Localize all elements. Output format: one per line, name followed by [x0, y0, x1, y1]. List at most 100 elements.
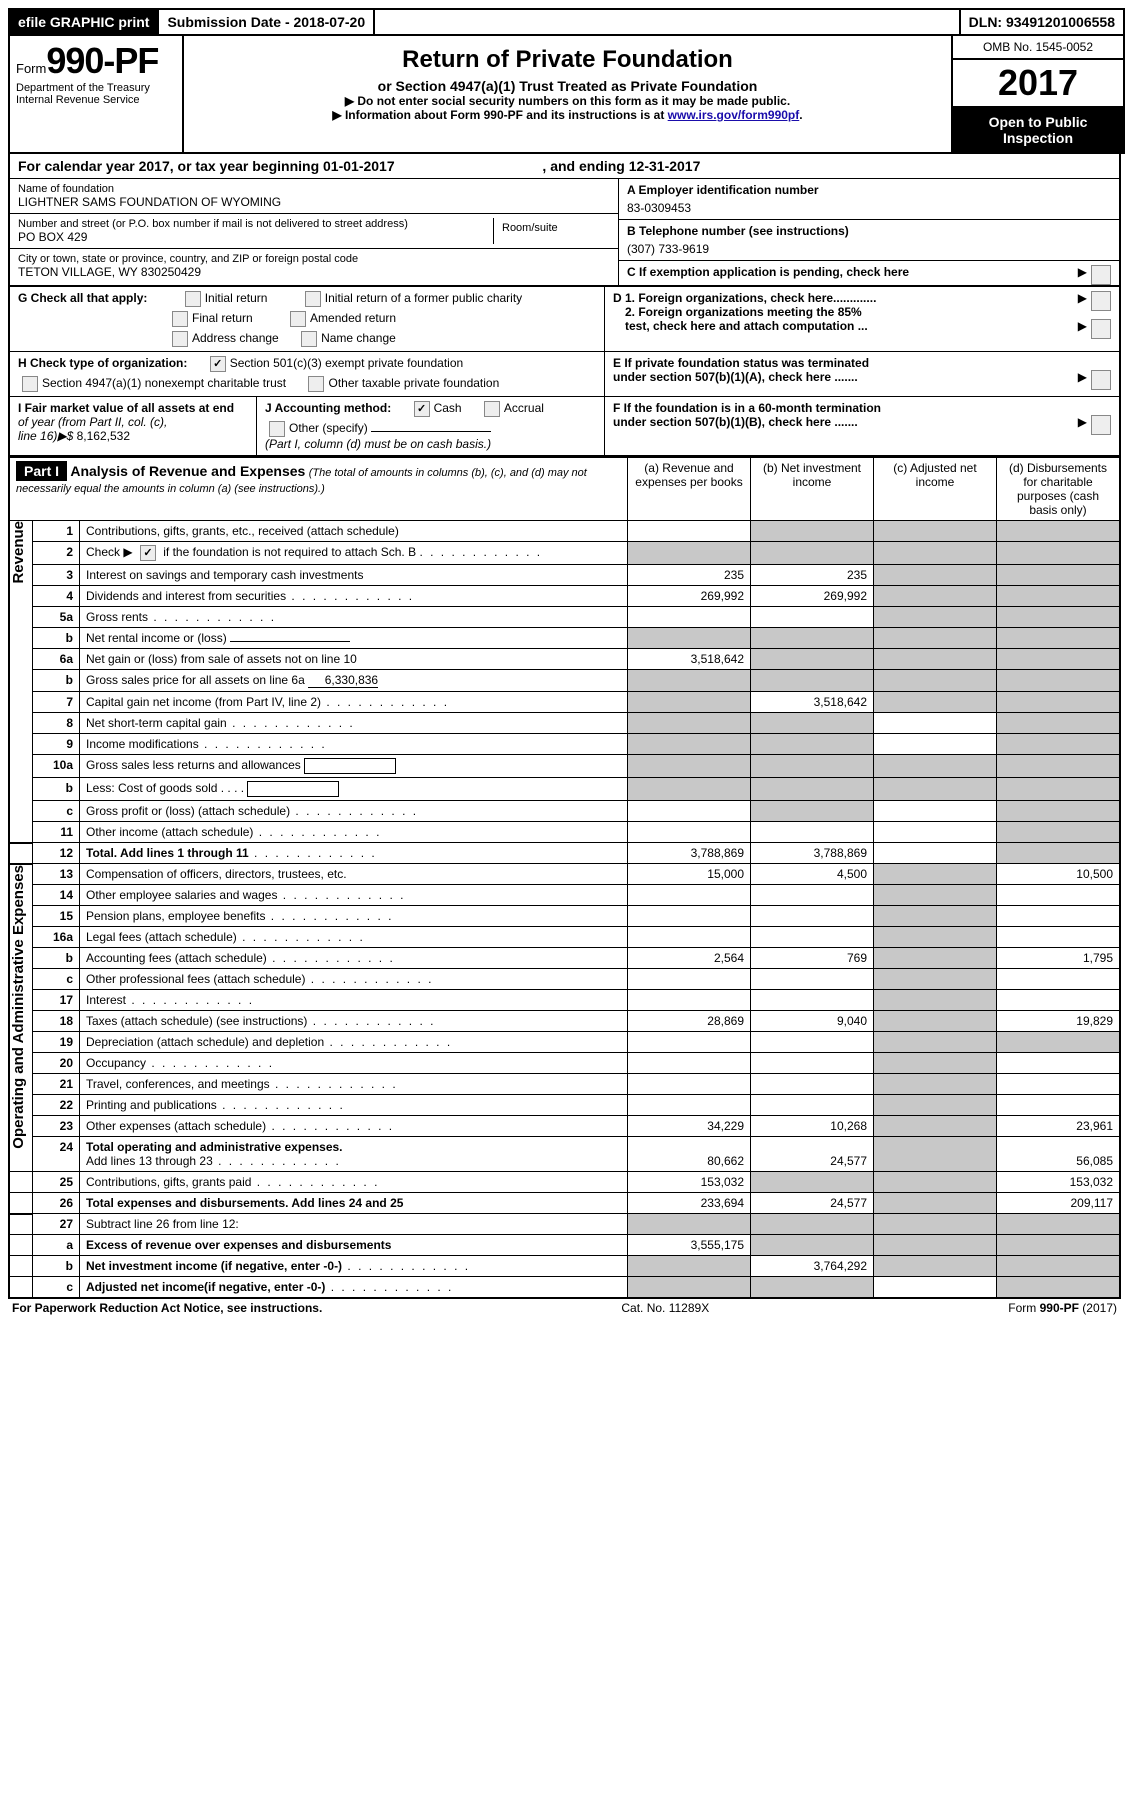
- g-initial-former-cb[interactable]: [305, 291, 321, 307]
- r2-pre: Check ▶: [86, 545, 133, 559]
- row-2: 2 Check ▶ if the foundation is not requi…: [9, 542, 1120, 565]
- r10b-input[interactable]: [247, 781, 339, 797]
- h-other-cb[interactable]: [308, 376, 324, 392]
- r24-d2: Add lines 13 through 23: [86, 1154, 213, 1168]
- row-6a: 6a Net gain or (loss) from sale of asset…: [9, 649, 1120, 670]
- g-section: G Check all that apply: Initial return I…: [10, 287, 605, 351]
- g-name-cb[interactable]: [301, 331, 317, 347]
- h-501c3-cb[interactable]: [210, 356, 226, 372]
- i3-label: line 16)▶$: [18, 429, 73, 443]
- r26-d: Total expenses and disbursements. Add li…: [86, 1196, 403, 1210]
- r5b-input[interactable]: [230, 641, 350, 642]
- r15-desc: Pension plans, employee benefits: [80, 906, 628, 927]
- cal-pre: For calendar year 2017, or tax year begi…: [18, 158, 323, 174]
- r10a-num: 10a: [33, 755, 80, 778]
- dept-line-1: Department of the Treasury: [16, 82, 176, 94]
- r13-num: 13: [33, 864, 80, 885]
- r24-d-val: 56,085: [997, 1137, 1121, 1172]
- r17-d: Interest: [86, 993, 126, 1007]
- h-4947-lbl: Section 4947(a)(1) nonexempt charitable …: [42, 376, 286, 390]
- row-3: 3 Interest on savings and temporary cash…: [9, 565, 1120, 586]
- row-17: 17 Interest: [9, 990, 1120, 1011]
- tax-year: 2017: [953, 60, 1123, 108]
- r18-b: 9,040: [751, 1011, 874, 1032]
- city-cell: City or town, state or province, country…: [10, 249, 618, 283]
- g-initial-cb[interactable]: [185, 291, 201, 307]
- r5b-num: b: [33, 628, 80, 649]
- j-other-cb[interactable]: [269, 421, 285, 437]
- r14-desc: Other employee salaries and wages: [80, 885, 628, 906]
- col-d-header: (d) Disbursements for charitable purpose…: [997, 458, 1121, 521]
- j-other-lbl: Other (specify): [289, 421, 368, 435]
- r8-desc: Net short-term capital gain: [80, 713, 628, 734]
- r16c-desc: Other professional fees (attach schedule…: [80, 969, 628, 990]
- j-other-input[interactable]: [371, 431, 491, 432]
- r27a-a: 3,555,175: [628, 1235, 751, 1256]
- row-27a: a Excess of revenue over expenses and di…: [9, 1235, 1120, 1256]
- row-16c: c Other professional fees (attach schedu…: [9, 969, 1120, 990]
- d2-checkbox[interactable]: [1091, 319, 1111, 339]
- form-note-2: ▶ Information about Form 990-PF and its …: [192, 108, 943, 122]
- j-cash-cb[interactable]: [414, 401, 430, 417]
- row-6b: b Gross sales price for all assets on li…: [9, 670, 1120, 692]
- r25-num: 25: [33, 1172, 80, 1193]
- r18-d: Taxes (attach schedule) (see instruction…: [86, 1014, 307, 1028]
- r11-d: Other income (attach schedule): [86, 825, 253, 839]
- h-4947-cb[interactable]: [22, 376, 38, 392]
- j-cash-lbl: Cash: [434, 401, 462, 415]
- r4-d: Dividends and interest from securities: [86, 589, 286, 603]
- d1-checkbox[interactable]: [1091, 291, 1111, 311]
- row-19: 19 Depreciation (attach schedule) and de…: [9, 1032, 1120, 1053]
- entity-info: Name of foundation LIGHTNER SAMS FOUNDAT…: [8, 179, 1121, 287]
- ein-label: A Employer identification number: [627, 183, 1111, 197]
- row-16a: 16a Legal fees (attach schedule): [9, 927, 1120, 948]
- r24-desc: Total operating and administrative expen…: [80, 1137, 628, 1172]
- cal-mid: , and ending: [542, 158, 628, 174]
- r3-b: 235: [751, 565, 874, 586]
- r19-desc: Depreciation (attach schedule) and deple…: [80, 1032, 628, 1053]
- r6a-a: 3,518,642: [628, 649, 751, 670]
- cal-end: 12-31-2017: [629, 158, 701, 174]
- r27c-num: c: [33, 1277, 80, 1299]
- g-address-cb[interactable]: [172, 331, 188, 347]
- f-checkbox[interactable]: [1091, 415, 1111, 435]
- g-address-lbl: Address change: [192, 331, 279, 345]
- cal-start: 01-01-2017: [323, 158, 395, 174]
- row-24: 24 Total operating and administrative ex…: [9, 1137, 1120, 1172]
- r20-desc: Occupancy: [80, 1053, 628, 1074]
- ein-cell: A Employer identification number 83-0309…: [619, 179, 1119, 220]
- c-checkbox[interactable]: [1091, 265, 1111, 285]
- row-16b: b Accounting fees (attach schedule) 2,56…: [9, 948, 1120, 969]
- submission-date: Submission Date - 2018-07-20: [159, 10, 375, 34]
- row-18: 18 Taxes (attach schedule) (see instruct…: [9, 1011, 1120, 1032]
- j-accrual-cb[interactable]: [484, 401, 500, 417]
- r8-num: 8: [33, 713, 80, 734]
- g-final-cb[interactable]: [172, 311, 188, 327]
- r9-d: Income modifications: [86, 737, 199, 751]
- r27c-desc: Adjusted net income(if negative, enter -…: [80, 1277, 628, 1299]
- r2-desc: Check ▶ if the foundation is not require…: [80, 542, 628, 565]
- row-21: 21 Travel, conferences, and meetings: [9, 1074, 1120, 1095]
- r24-a: 80,662: [628, 1137, 751, 1172]
- r27a-num: a: [33, 1235, 80, 1256]
- irs-link[interactable]: www.irs.gov/form990pf: [668, 108, 800, 122]
- h-section: H Check type of organization: Section 50…: [10, 352, 605, 396]
- r26-a: 233,694: [628, 1193, 751, 1214]
- g-name-lbl: Name change: [321, 331, 396, 345]
- r27a-desc: Excess of revenue over expenses and disb…: [80, 1235, 628, 1256]
- g-final-lbl: Final return: [192, 311, 253, 325]
- g-amended-cb[interactable]: [290, 311, 306, 327]
- r9-desc: Income modifications: [80, 734, 628, 755]
- top-bar: efile GRAPHIC print Submission Date - 20…: [8, 8, 1125, 36]
- row-27b: b Net investment income (if negative, en…: [9, 1256, 1120, 1277]
- col-c-header: (c) Adjusted net income: [874, 458, 997, 521]
- e-checkbox[interactable]: [1091, 370, 1111, 390]
- r5a-d: Gross rents: [86, 610, 148, 624]
- r10a-input[interactable]: [304, 758, 396, 774]
- r2-checkbox[interactable]: [140, 545, 156, 561]
- r17-num: 17: [33, 990, 80, 1011]
- r15-num: 15: [33, 906, 80, 927]
- tel-label: B Telephone number (see instructions): [627, 224, 1111, 238]
- ein-value: 83-0309453: [627, 201, 1111, 215]
- top-spacer: [375, 10, 961, 34]
